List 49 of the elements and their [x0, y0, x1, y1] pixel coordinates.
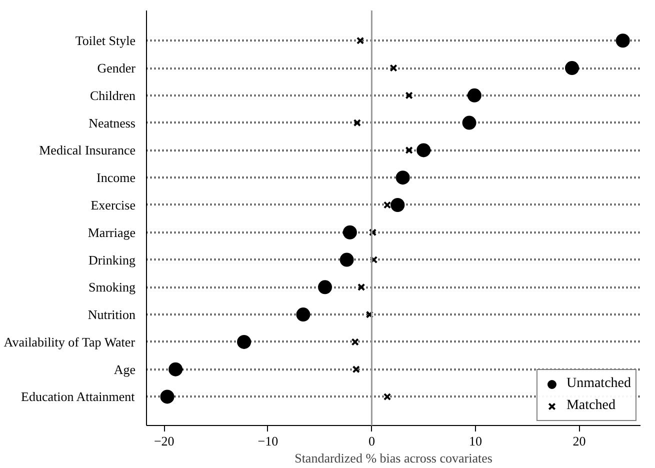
point	[353, 118, 362, 127]
point	[352, 366, 360, 374]
point	[565, 61, 580, 76]
y-tick-label: Gender	[97, 60, 136, 76]
point	[383, 201, 392, 209]
x-tick-label: 20	[572, 434, 586, 448]
point	[370, 256, 378, 264]
y-tick-label: Neatness	[88, 115, 136, 130]
point	[390, 64, 398, 72]
point	[383, 392, 392, 401]
point	[390, 198, 405, 212]
y-tick-label: Toilet Style	[75, 33, 136, 48]
y-tick-label: Children	[90, 88, 136, 103]
point	[616, 34, 630, 48]
y-tick-label: Income	[96, 170, 136, 186]
x-tick-label: 10	[468, 434, 482, 448]
point	[368, 228, 377, 236]
legend-label: Matched	[566, 398, 616, 414]
point	[296, 308, 310, 322]
y-tick-label: Education Attainment	[21, 389, 136, 404]
y-tick-label: Smoking	[88, 280, 136, 295]
point	[160, 390, 174, 404]
point	[416, 143, 431, 158]
x-tick-label: −20	[154, 434, 174, 448]
point	[342, 225, 357, 240]
y-tick-label: Marriage	[88, 224, 136, 240]
point	[405, 146, 413, 154]
x-tick-label: −10	[258, 434, 278, 448]
y-tick-label: Drinking	[88, 252, 136, 268]
x-tick-label: 0	[368, 434, 375, 448]
y-tick-label: Medical Insurance	[39, 142, 136, 158]
point	[340, 252, 354, 267]
y-tick-label: Exercise	[90, 197, 136, 212]
y-tick-label: Nutrition	[88, 307, 136, 322]
point	[462, 116, 476, 130]
point	[366, 310, 374, 318]
y-tick-label: Age	[114, 362, 136, 377]
point	[396, 170, 410, 185]
y-tick-label: Availability of Tap Water	[4, 334, 136, 350]
point	[467, 88, 482, 102]
x-axis-title: Standardized % bias across covariates	[294, 450, 492, 466]
point	[358, 283, 366, 291]
point	[318, 280, 332, 294]
point	[168, 362, 183, 376]
point	[351, 338, 359, 346]
point	[356, 36, 364, 44]
point	[405, 92, 413, 100]
legend-label: Unmatched	[566, 376, 631, 392]
point	[237, 334, 252, 349]
